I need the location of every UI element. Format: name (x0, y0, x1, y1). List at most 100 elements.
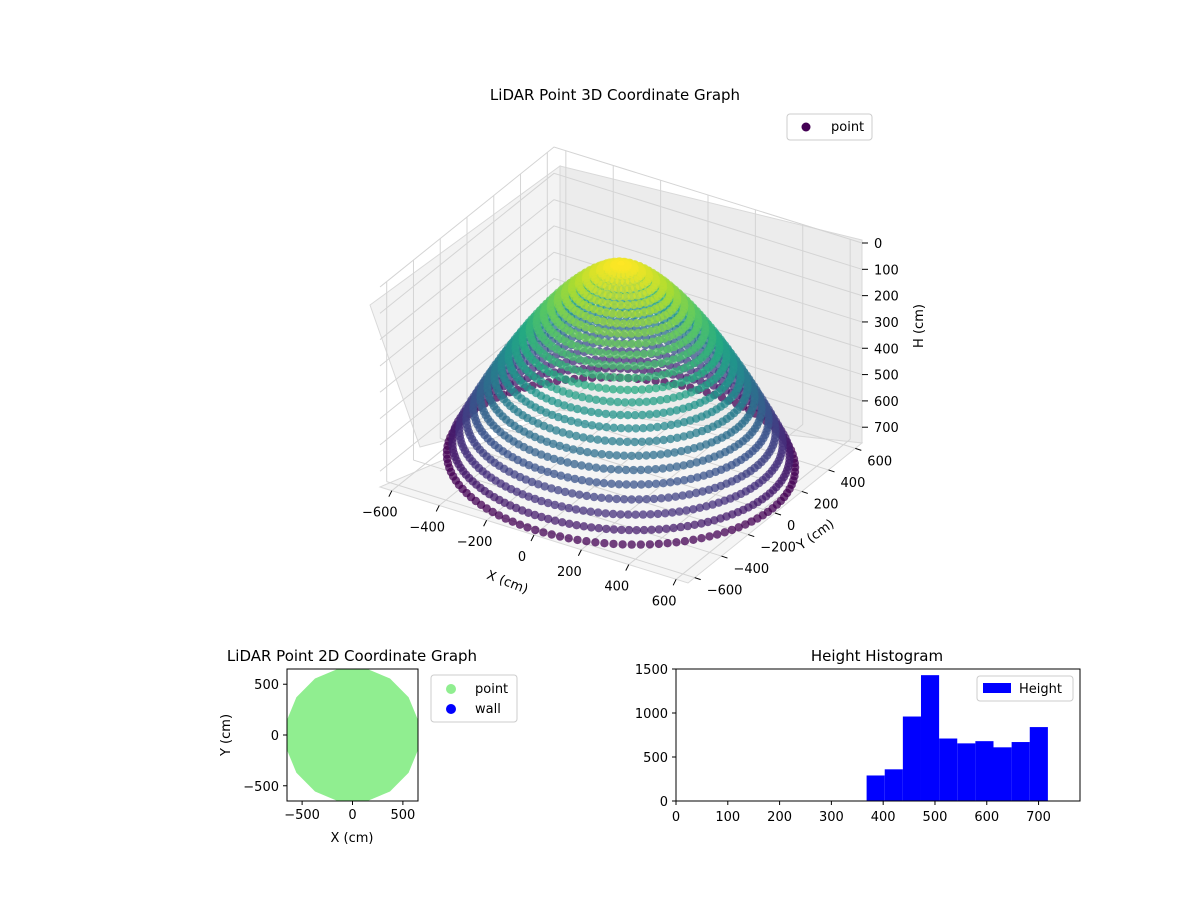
point-marker (609, 525, 619, 534)
point-marker (614, 465, 623, 474)
point-marker (677, 447, 686, 456)
point-marker (599, 317, 608, 326)
point-marker (625, 284, 634, 293)
point-marker (550, 500, 560, 510)
point-marker (645, 410, 654, 419)
point-marker (590, 449, 599, 458)
point-marker (615, 292, 624, 301)
point-marker (626, 350, 635, 360)
2d-legend-wall-label: wall (475, 702, 501, 717)
histogram-x-tick-label: 100 (715, 810, 740, 825)
2d-legend-point-label: point (475, 682, 508, 697)
point-marker (666, 407, 675, 416)
3d-chart-title: LiDAR Point 3D Coordinate Graph (490, 86, 740, 104)
point-marker (537, 450, 546, 459)
point-marker (651, 384, 661, 393)
point-marker (605, 318, 615, 327)
point-marker (608, 509, 618, 519)
point-marker (644, 384, 654, 394)
point-marker (627, 292, 636, 301)
point-marker (547, 530, 556, 539)
point-marker (669, 393, 678, 402)
point-marker (685, 430, 695, 439)
point-marker (663, 539, 672, 548)
point-marker (568, 489, 577, 498)
point-marker (614, 284, 623, 293)
point-marker (637, 385, 647, 394)
point-marker (537, 465, 546, 474)
y-tick-label: 0 (787, 519, 795, 534)
point-marker (664, 369, 673, 378)
point-marker (680, 476, 689, 485)
point-marker (539, 528, 548, 537)
point-marker (630, 411, 640, 420)
2d-legend-point-marker (446, 684, 456, 694)
x-tick-label: −600 (362, 506, 398, 521)
point-marker (669, 523, 678, 533)
point-marker (604, 494, 614, 503)
histogram-x-tick-label: 300 (819, 810, 844, 825)
point-marker (621, 270, 630, 280)
point-marker (653, 509, 663, 519)
histogram-x-tick-label: 700 (1026, 810, 1051, 825)
point-cloud (442, 257, 800, 549)
point-marker (543, 498, 553, 508)
point-marker (537, 512, 546, 522)
point-marker (573, 404, 582, 414)
point-marker (634, 329, 643, 338)
histogram-title: Height Histogram (811, 647, 943, 665)
point-marker (579, 522, 589, 531)
point-marker (598, 348, 607, 358)
point-marker (589, 492, 599, 502)
3d-legend-point-marker (801, 122, 811, 132)
point-marker (623, 385, 632, 395)
point-marker (587, 335, 596, 344)
point-marker (620, 329, 629, 338)
2d-y-tick-label: −500 (243, 780, 279, 795)
2d-y-tick-label: 500 (254, 678, 279, 693)
z-tick-label: 500 (874, 369, 899, 384)
point-marker (602, 423, 611, 432)
point-marker (691, 488, 701, 498)
point-marker (673, 419, 682, 428)
point-marker (531, 525, 540, 535)
point-marker (658, 464, 667, 473)
z-tick-label: 700 (874, 421, 899, 436)
point-marker (676, 522, 685, 532)
histogram-legend-label: Height (1019, 682, 1062, 697)
3d-legend-point-label: point (831, 120, 864, 135)
point-marker (679, 461, 688, 470)
point-marker (579, 506, 588, 515)
point-marker (658, 382, 667, 392)
point-marker (567, 416, 576, 426)
x-tick-label: 0 (518, 550, 526, 565)
point-marker (654, 525, 664, 534)
point-marker (634, 495, 644, 504)
point-marker (690, 520, 699, 529)
point-marker (577, 461, 586, 470)
point-marker (581, 368, 590, 378)
point-marker (554, 486, 563, 495)
point-marker (686, 459, 695, 469)
point-marker (657, 494, 666, 503)
point-marker (653, 422, 662, 432)
point-marker (613, 329, 623, 338)
point-marker (549, 454, 559, 464)
point-marker (537, 496, 546, 506)
point-marker (622, 480, 631, 489)
point-marker (682, 506, 691, 515)
point-marker (583, 448, 592, 457)
point-marker (673, 433, 682, 442)
point-marker (672, 462, 681, 471)
point-marker (629, 465, 638, 475)
point-marker (593, 508, 603, 517)
point-marker (592, 315, 602, 325)
point-marker (632, 350, 642, 359)
y-tick-label: 200 (814, 497, 839, 512)
point-marker (620, 398, 630, 407)
point-marker (651, 371, 660, 381)
point-marker (601, 360, 610, 369)
point-marker (553, 399, 563, 408)
point-marker (628, 339, 637, 349)
point-marker (683, 521, 692, 531)
